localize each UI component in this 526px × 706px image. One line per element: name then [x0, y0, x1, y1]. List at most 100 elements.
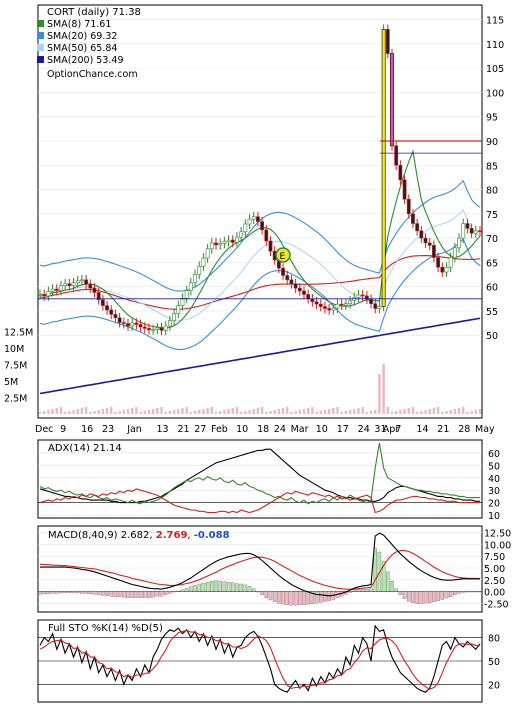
macd-hist-bar — [226, 581, 231, 592]
candle-body — [38, 294, 42, 296]
macd-hist-bar — [348, 591, 352, 593]
macd-hist-bar — [122, 591, 126, 598]
legend-swatch-sma50 — [37, 44, 44, 51]
macd-hist-value: -0.088 — [194, 530, 230, 541]
volume-bar — [189, 412, 193, 414]
volume-bar — [143, 411, 146, 414]
macd-hist-bar — [88, 591, 93, 595]
macd-value: 2.682 — [121, 530, 150, 541]
volume-bar — [55, 408, 58, 414]
volume-bar — [420, 411, 423, 414]
macd-hist-bar — [143, 591, 147, 598]
adx-y-tick: 40 — [488, 474, 500, 485]
earnings-marker-circle — [275, 247, 291, 263]
volume-bar — [286, 407, 289, 414]
sto-y-axis: 20 50 80 — [488, 634, 500, 692]
candle-body — [239, 231, 244, 238]
volume-bar — [239, 412, 243, 414]
price-y-tick: 90 — [486, 137, 498, 148]
candle-body — [226, 239, 231, 242]
macd-hist-bar — [218, 581, 222, 592]
volume-bar — [478, 409, 482, 414]
candle-body — [344, 303, 348, 306]
candle-body — [432, 245, 436, 258]
volume-bar — [68, 411, 71, 414]
macd-hist-bar — [302, 591, 306, 605]
x-tick-label: 31 — [374, 424, 386, 435]
x-tick-label: 23 — [102, 424, 114, 435]
candle-body — [209, 242, 214, 250]
candle-body — [356, 294, 361, 298]
macd-hist-bar — [176, 590, 181, 592]
volume-bar — [156, 408, 159, 414]
volume-bar — [378, 374, 381, 414]
volume-bar — [332, 408, 335, 414]
volume-bar — [227, 409, 230, 414]
macd-hist-bar — [356, 589, 361, 592]
legend-sma200: SMA(200) 53.49 — [47, 55, 124, 66]
macd-hist-bar — [319, 591, 323, 603]
candle-body — [419, 230, 424, 239]
x-tick-label: 10 — [236, 424, 248, 435]
macd-hist-bar — [427, 591, 432, 603]
macd-hist-bar — [42, 591, 46, 595]
legend-swatch-sma200 — [37, 56, 44, 63]
macd-hist-bar — [251, 588, 256, 592]
volume-bar — [42, 411, 46, 414]
macd-hist-bar — [298, 591, 302, 605]
candle-body — [134, 322, 139, 325]
macd-hist-bar — [84, 591, 88, 594]
macd-lines — [39, 532, 481, 597]
macd-line — [40, 532, 481, 597]
volume-bar — [411, 407, 415, 414]
sto-y-tick: 50 — [488, 657, 500, 668]
volume-bar — [415, 412, 419, 414]
macd-hist-bar — [369, 588, 373, 592]
candle-body — [80, 279, 84, 282]
volume-bars — [38, 364, 482, 414]
macd-hist-bar — [231, 582, 235, 592]
macd-hist-bar — [293, 591, 298, 606]
candle-body — [348, 300, 352, 304]
macd-hist-bar — [193, 585, 197, 592]
x-tick-label: Mar — [291, 424, 309, 435]
volume-bar — [206, 408, 209, 414]
volume-y-tick: 7.5M — [4, 361, 27, 372]
candle-body — [302, 290, 306, 295]
candle-body — [251, 216, 256, 220]
adx-y-tick: 20 — [488, 499, 500, 510]
x-tick-label: 16 — [81, 424, 93, 435]
macd-hist-bar — [180, 589, 185, 592]
volume-bar — [269, 411, 272, 414]
candle-body — [163, 325, 168, 331]
candle-body — [390, 53, 394, 147]
volume-bar — [466, 412, 469, 414]
macd-hist-bar — [243, 584, 248, 592]
volume-bar — [218, 411, 222, 414]
candle-body — [46, 291, 51, 297]
volume-bar — [252, 409, 255, 414]
candle-body — [448, 257, 453, 268]
candle-body — [452, 247, 457, 258]
volume-bar — [76, 409, 79, 414]
candle-body — [440, 266, 445, 273]
volume-bar — [323, 410, 327, 414]
volume-bar — [164, 412, 167, 414]
candle-body — [230, 239, 235, 243]
macd-title-main: MACD(8,40,9) 2.682, 2.769, -0.088 — [48, 530, 230, 541]
sto-series-line — [39, 624, 481, 693]
price-panel-frame — [37, 4, 483, 419]
volume-bar — [84, 407, 88, 414]
volume-bar — [382, 364, 385, 414]
x-tick-label: 14 — [416, 424, 428, 435]
macd-hist-bar — [444, 591, 449, 599]
candle-body — [381, 28, 386, 307]
volume-bar — [294, 411, 297, 414]
price-y-tick: 55 — [486, 307, 498, 318]
macd-hist-bar — [411, 591, 415, 603]
candle-body — [105, 305, 109, 311]
macd-hist-bar — [130, 591, 134, 598]
candle-body — [394, 145, 399, 166]
x-tick-label: Feb — [211, 424, 228, 435]
